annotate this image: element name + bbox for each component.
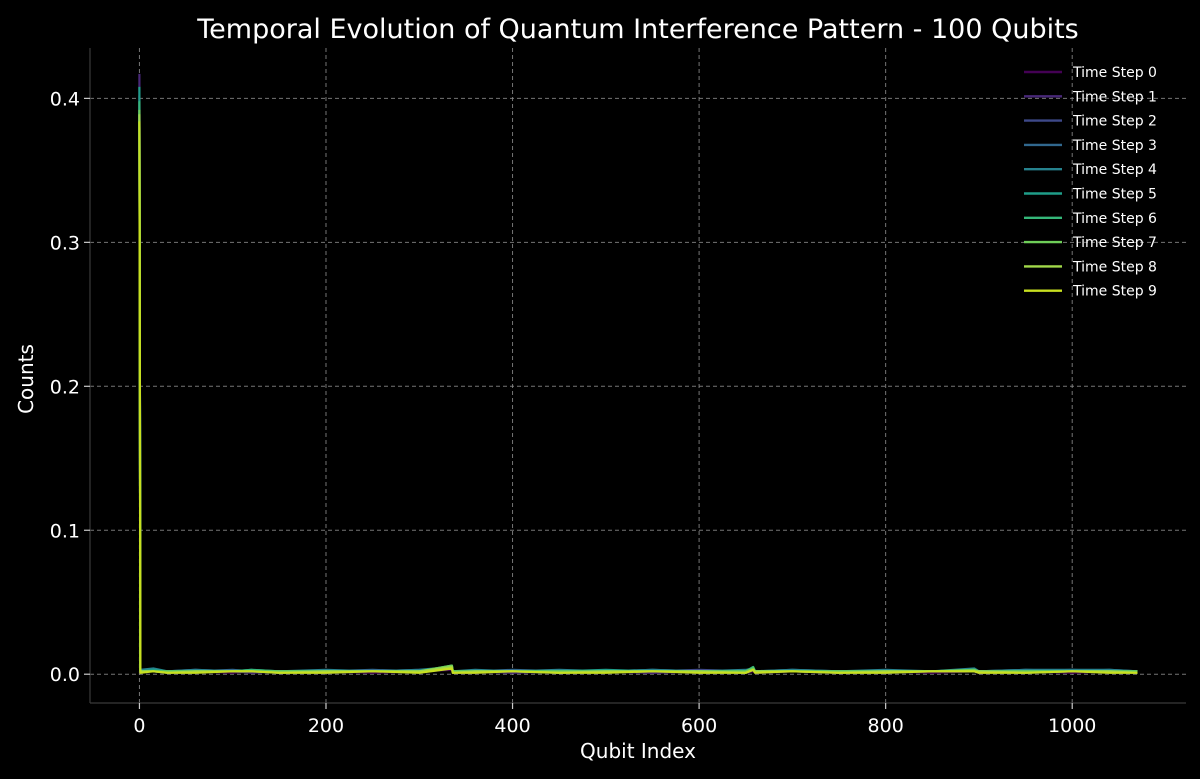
y-tick-label-4: 0.4: [50, 88, 80, 110]
x-axis-label: Qubit Index: [580, 739, 696, 763]
series-line-time-step-9: [138, 121, 1138, 674]
axis-ticks: 0 200 400 600 800 1000 0.0 0.1 0.2 0.3 0.4: [50, 88, 1097, 737]
legend-label-7: Time Step 7: [1072, 235, 1157, 251]
legend-label-1: Time Step 1: [1072, 89, 1157, 105]
y-tick-label-0: 0.0: [50, 664, 80, 686]
chart-title: Temporal Evolution of Quantum Interferen…: [196, 14, 1078, 45]
x-tick-label-5: 1000: [1048, 715, 1096, 737]
legend-label-9: Time Step 9: [1072, 284, 1157, 300]
series-lines: [138, 73, 1138, 674]
legend: Time Step 0 Time Step 1 Time Step 2 Time St…: [1024, 65, 1157, 300]
axes-spines: [89, 48, 1186, 704]
x-tick-label-2: 400: [494, 715, 530, 737]
legend-label-8: Time Step 8: [1072, 259, 1157, 275]
y-tick-label-3: 0.3: [50, 232, 80, 254]
x-tick-label-0: 0: [133, 715, 145, 737]
y-axis-label: Counts: [14, 344, 38, 414]
y-tick-label-2: 0.2: [50, 376, 80, 398]
legend-label-4: Time Step 4: [1072, 162, 1157, 178]
grid: [90, 48, 1186, 703]
y-tick-label-1: 0.1: [50, 520, 80, 542]
legend-label-5: Time Step 5: [1072, 187, 1157, 203]
x-tick-label-4: 800: [868, 715, 904, 737]
legend-label-2: Time Step 2: [1072, 114, 1157, 130]
x-tick-label-1: 200: [308, 715, 344, 737]
legend-label-3: Time Step 3: [1072, 138, 1157, 154]
x-tick-label-3: 600: [681, 715, 717, 737]
legend-label-0: Time Step 0: [1072, 65, 1157, 81]
legend-label-6: Time Step 6: [1072, 211, 1157, 227]
